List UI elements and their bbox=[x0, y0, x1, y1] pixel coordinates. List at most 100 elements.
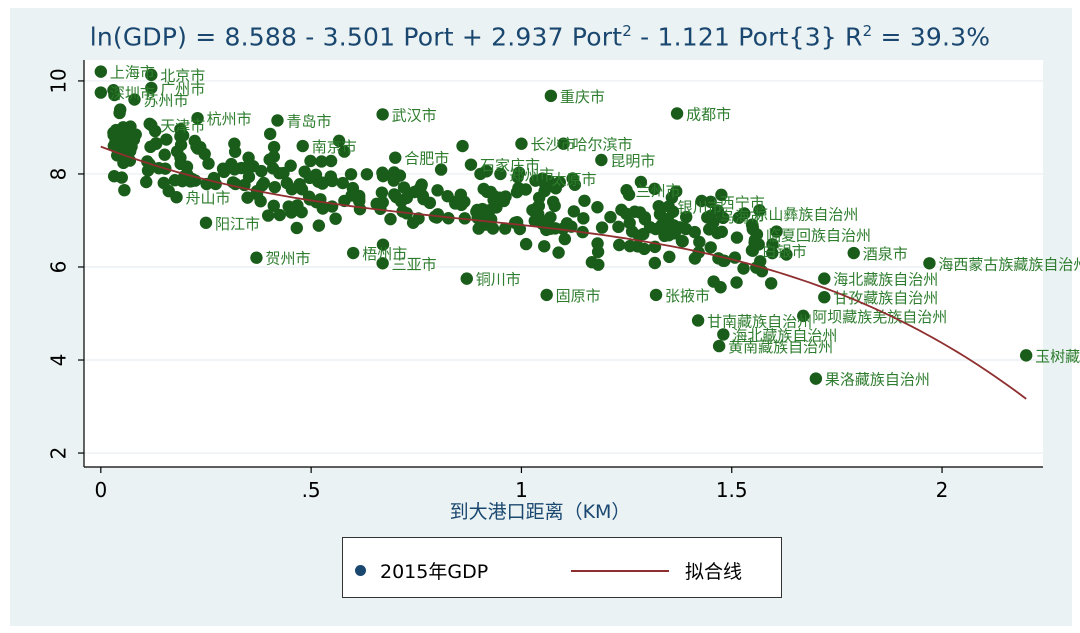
point-label: 武汉市 bbox=[392, 106, 437, 124]
cloud-point bbox=[376, 166, 389, 179]
cloud-point bbox=[125, 140, 138, 153]
cloud-point bbox=[638, 242, 651, 256]
cloud-point bbox=[764, 277, 778, 290]
cloud-point bbox=[567, 205, 581, 218]
data-point bbox=[515, 137, 528, 150]
x-axis-title: 到大港口距离（KM） bbox=[449, 501, 631, 523]
cloud-point bbox=[512, 181, 525, 195]
data-point bbox=[797, 309, 810, 323]
cloud-point bbox=[338, 145, 351, 158]
point-label: 重庆市 bbox=[560, 88, 605, 106]
cloud-point bbox=[149, 137, 163, 150]
data-point bbox=[595, 153, 608, 167]
cloud-point bbox=[498, 222, 512, 235]
cloud-point bbox=[360, 168, 374, 181]
cloud-point bbox=[680, 210, 693, 224]
cloud-point bbox=[519, 237, 533, 251]
point-label: 青岛市 bbox=[286, 112, 331, 130]
point-label: 凉山彝族自治州 bbox=[753, 205, 858, 223]
data-point bbox=[107, 84, 120, 97]
data-point bbox=[346, 246, 360, 260]
data-point bbox=[704, 209, 717, 223]
legend-item-fit: 拟合线 bbox=[571, 557, 742, 584]
cloud-point bbox=[753, 204, 766, 217]
cloud-point bbox=[578, 194, 591, 207]
cloud-point bbox=[329, 212, 342, 225]
cloud-point bbox=[406, 216, 420, 229]
point-label: 海北藏族自治州 bbox=[833, 271, 938, 289]
y-tick-label: 10 bbox=[47, 68, 71, 93]
point-label: 天津市 bbox=[160, 117, 205, 135]
cloud-point bbox=[316, 202, 330, 215]
cloud-point bbox=[304, 154, 317, 168]
cloud-point bbox=[474, 167, 487, 181]
cloud-point bbox=[493, 191, 506, 204]
cloud-point bbox=[548, 199, 561, 213]
point-label: 阳江市 bbox=[215, 215, 260, 233]
data-point bbox=[460, 272, 473, 285]
cloud-point bbox=[180, 160, 194, 173]
cloud-point bbox=[316, 177, 329, 190]
point-label: 西宁市 bbox=[720, 194, 765, 212]
cloud-point bbox=[229, 177, 242, 191]
data-point bbox=[704, 195, 717, 209]
point-label: 苏州市 bbox=[143, 92, 188, 110]
cloud-point bbox=[553, 176, 566, 189]
x-tick-label: 2 bbox=[936, 478, 949, 502]
point-label: 果洛藏族自治州 bbox=[825, 371, 930, 389]
data-point bbox=[128, 93, 141, 106]
cloud-point bbox=[693, 235, 706, 249]
y-tick-label: 2 bbox=[47, 447, 71, 460]
x-tick-label: .5 bbox=[302, 478, 321, 502]
data-point bbox=[94, 65, 108, 78]
data-point bbox=[199, 216, 213, 229]
cloud-point bbox=[458, 195, 471, 208]
legend-label-gdp: 2015年GDP bbox=[380, 561, 489, 583]
cloud-point bbox=[512, 166, 526, 179]
cloud-point bbox=[268, 180, 282, 194]
cloud-point bbox=[652, 199, 665, 213]
cloud-point bbox=[273, 167, 286, 180]
cloud-point bbox=[688, 252, 702, 265]
cloud-point bbox=[184, 175, 197, 188]
cloud-point bbox=[577, 212, 590, 225]
cloud-point bbox=[780, 248, 793, 261]
cloud-point bbox=[592, 258, 605, 271]
cloud-point bbox=[228, 145, 242, 158]
cloud-point bbox=[441, 190, 454, 203]
cloud-point bbox=[649, 222, 662, 236]
data-point bbox=[818, 272, 831, 285]
point-label: 铜川市 bbox=[476, 271, 521, 289]
cloud-point bbox=[707, 275, 720, 288]
cloud-point bbox=[312, 219, 326, 232]
cloud-point bbox=[510, 215, 524, 229]
cloud-point bbox=[558, 232, 572, 246]
data-point bbox=[191, 111, 204, 125]
cloud-point bbox=[695, 194, 708, 208]
cloud-point bbox=[591, 245, 605, 259]
cloud-point bbox=[326, 174, 339, 188]
cloud-point bbox=[295, 183, 309, 196]
legend-marker-dot bbox=[355, 565, 366, 576]
cloud-point bbox=[160, 133, 173, 146]
point-label: 南京市 bbox=[312, 138, 357, 156]
point-label: 银川市 bbox=[678, 199, 723, 217]
x-tick-label: 1.5 bbox=[716, 478, 748, 502]
cloud-point bbox=[370, 197, 383, 211]
cloud-point bbox=[257, 176, 271, 190]
point-label: 长沙市 bbox=[530, 136, 575, 154]
cloud-point bbox=[730, 276, 743, 289]
data-point bbox=[544, 89, 558, 103]
axes: 0 .5 1 1.5 2 2 4 6 8 10 bbox=[47, 60, 1043, 502]
data-point bbox=[691, 314, 705, 327]
cloud-point bbox=[637, 227, 650, 241]
cloud-point bbox=[290, 221, 303, 235]
data-point bbox=[271, 114, 284, 127]
cloud-point bbox=[676, 235, 689, 248]
data-points bbox=[94, 65, 1033, 385]
data-point bbox=[746, 244, 759, 257]
cloud-point bbox=[344, 168, 358, 181]
cloud-point bbox=[228, 163, 241, 176]
cloud-point bbox=[202, 157, 215, 170]
cloud-point bbox=[471, 203, 484, 217]
